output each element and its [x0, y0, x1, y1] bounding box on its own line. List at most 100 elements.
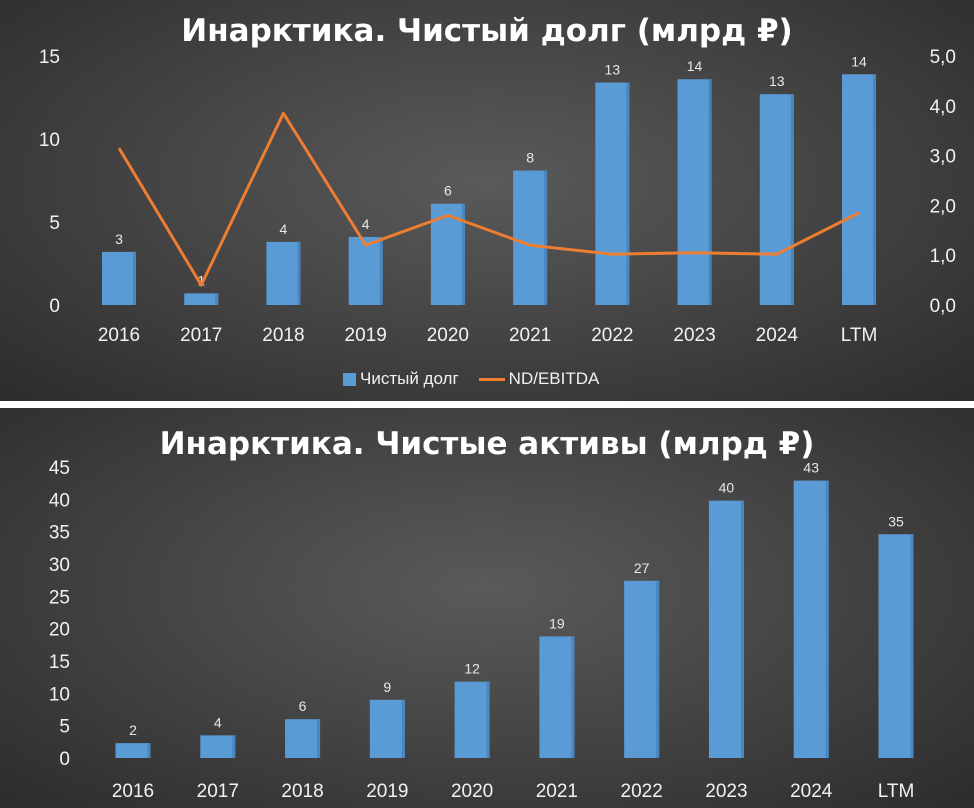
bar-2023 [708, 500, 744, 758]
bar-2020 [454, 681, 490, 758]
x-tick-label-2022: 2022 [591, 325, 633, 346]
bar-2023 [677, 79, 712, 306]
y-tick-label-left: 5 [59, 717, 70, 738]
y-tick-label-left: 45 [49, 458, 70, 479]
net-debt-chart-panel: Инарктика. Чистый долг (млрд ₽) 0 5 10 15 0,… [0, 0, 974, 401]
legend-item-net-debt: Чистый долг [360, 369, 459, 388]
net-assets-chart-panel: Инарктика. Чистые активы (млрд ₽) 0 5 10 15… [0, 408, 974, 808]
bar-2019 [348, 236, 383, 305]
y-tick-label-left: 0 [59, 749, 70, 770]
data-label-2016: 2 [129, 722, 137, 738]
data-label-2022: 13 [605, 62, 621, 78]
x-tick-label-2022: 2022 [621, 781, 663, 802]
bar-shade-2024 [825, 480, 829, 758]
data-label-2020: 12 [464, 661, 480, 677]
x-tick-label-2023: 2023 [705, 781, 747, 802]
bar-shade-2018 [317, 719, 321, 758]
chart-title: Инарктика. Чистые активы (млрд ₽) [159, 426, 815, 462]
bar-shade-2023 [740, 500, 744, 758]
bar-2022 [624, 580, 660, 758]
bar-ltm [842, 74, 876, 305]
bar-2016 [115, 743, 151, 758]
bar-2024 [793, 480, 829, 758]
x-tick-label-2016: 2016 [112, 781, 154, 802]
data-label-2021: 19 [549, 615, 565, 631]
bar-shade-2021 [571, 636, 575, 758]
bar-ltm [878, 534, 914, 758]
bar-shade-2023 [708, 79, 712, 306]
legend: Чистый долг ND/EBITDA [343, 369, 599, 389]
bar-shade-2016 [147, 743, 151, 758]
data-label-ltm: 14 [851, 53, 867, 69]
data-label-2016: 3 [115, 231, 123, 247]
bar-shade-ltm [873, 74, 876, 305]
bar-shade-2020 [486, 681, 490, 758]
x-tick-label-2019: 2019 [366, 781, 408, 802]
data-label-ltm: 35 [888, 513, 904, 529]
x-tick-label-2019: 2019 [345, 325, 387, 346]
bar-2024 [759, 94, 794, 306]
x-tick-label-2018: 2018 [281, 781, 323, 802]
bar-shade-2017 [232, 735, 236, 758]
data-label-2019: 9 [383, 679, 391, 695]
y-tick-label-right: 0,0 [930, 296, 956, 317]
data-label-2021: 8 [526, 150, 534, 166]
legend-bar-swatch [343, 372, 356, 386]
bar-2019 [369, 699, 405, 758]
y-tick-label-left: 15 [39, 47, 60, 68]
data-label-2019: 4 [362, 216, 370, 232]
bar-shade-ltm [910, 534, 914, 758]
net-assets-chart: 0 5 10 15 20 25 30 35 40 45 2 4 6 9 12 19 27 40 43 35 2016 20… [49, 458, 915, 802]
bar-2021 [513, 170, 548, 305]
bar-shade-2022 [656, 580, 660, 758]
x-tick-label-2020: 2020 [427, 325, 469, 346]
y-tick-label-right: 2,0 [930, 196, 956, 217]
y-tick-label-left: 20 [49, 620, 70, 641]
bar-shade-2022 [626, 82, 630, 305]
bar-shade-2019 [379, 236, 383, 305]
bar-shade-2016 [133, 251, 136, 305]
x-tick-label-2020: 2020 [451, 781, 493, 802]
data-label-2024: 43 [803, 460, 819, 476]
y-tick-label-right: 4,0 [930, 97, 956, 118]
x-tick-label-ltm: LTM [841, 325, 878, 346]
y-tick-label-left: 10 [49, 684, 70, 705]
legend-item-nd-ebitda: ND/EBITDA [508, 369, 600, 388]
y-tick-label-left: 30 [49, 555, 70, 576]
x-tick-label-2023: 2023 [673, 325, 715, 346]
bar-2018 [285, 719, 321, 758]
bar-shade-2019 [401, 699, 405, 758]
x-tick-label-2021: 2021 [509, 325, 551, 346]
data-label-2023: 14 [687, 58, 703, 74]
nd-ebitda-line [117, 111, 860, 287]
y-tick-label-left: 40 [49, 490, 70, 511]
bar-2016 [102, 251, 136, 305]
bar-shade-2020 [461, 203, 465, 305]
data-label-2024: 13 [769, 73, 785, 89]
bar-shade-2018 [297, 241, 301, 305]
data-label-2017: 4 [214, 714, 222, 730]
y-tick-label-left: 5 [49, 213, 60, 234]
y-tick-label-right: 5,0 [930, 47, 956, 68]
bar-shade-2021 [544, 170, 548, 305]
legend-line-swatch [478, 377, 505, 381]
bar-shade-2024 [790, 94, 794, 306]
y-tick-label-right: 1,0 [930, 246, 956, 267]
data-label-2018: 6 [299, 698, 307, 714]
y-tick-label-left: 0 [49, 296, 60, 317]
bar-2017 [200, 735, 236, 758]
x-tick-label-ltm: LTM [878, 781, 915, 802]
y-tick-label-left: 25 [49, 587, 70, 608]
x-tick-label-2016: 2016 [98, 325, 140, 346]
x-tick-label-2024: 2024 [756, 325, 799, 346]
bar-2021 [539, 636, 575, 758]
bar-2017 [184, 293, 219, 305]
data-label-2020: 6 [444, 183, 452, 199]
bar-2018 [266, 241, 301, 305]
x-tick-label-2021: 2021 [536, 781, 578, 802]
x-tick-label-2017: 2017 [197, 781, 239, 802]
data-label-2018: 4 [280, 221, 288, 237]
y-tick-label-right: 3,0 [930, 147, 956, 168]
data-label-2017: 1 [197, 272, 205, 288]
